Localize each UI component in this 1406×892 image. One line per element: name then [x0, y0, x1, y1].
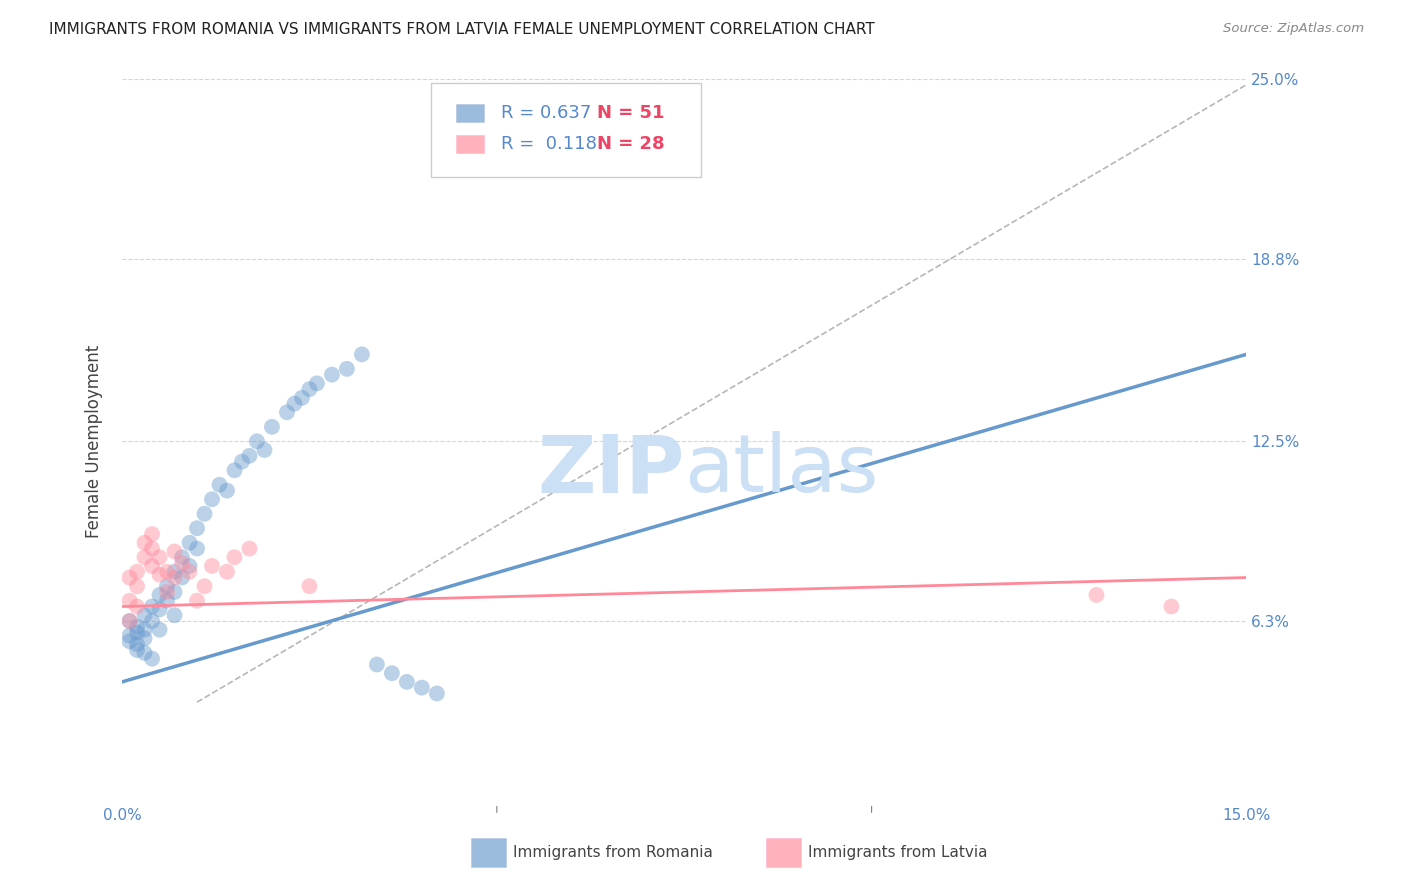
Point — [125, 579, 148, 593]
Point — [134, 623, 156, 637]
Point — [125, 643, 148, 657]
Point — [163, 585, 186, 599]
Point — [170, 556, 193, 570]
Point — [381, 666, 404, 681]
Point — [141, 541, 163, 556]
Point — [193, 579, 215, 593]
Point — [321, 368, 343, 382]
Point — [141, 527, 163, 541]
Point — [186, 541, 208, 556]
Text: N = 51: N = 51 — [596, 104, 664, 122]
Point — [246, 434, 269, 449]
Point — [260, 419, 283, 434]
Point — [291, 391, 314, 405]
Point — [125, 625, 148, 640]
Point — [156, 579, 179, 593]
Text: Immigrants from Romania: Immigrants from Romania — [513, 846, 713, 860]
FancyBboxPatch shape — [432, 83, 702, 177]
Text: atlas: atlas — [685, 432, 879, 509]
Point — [125, 565, 148, 579]
Point — [163, 608, 186, 623]
Point — [215, 483, 238, 498]
Point — [336, 361, 359, 376]
Point — [283, 396, 305, 410]
Point — [201, 558, 224, 573]
Point — [134, 535, 156, 549]
Text: Source: ZipAtlas.com: Source: ZipAtlas.com — [1223, 22, 1364, 36]
Point — [163, 565, 186, 579]
Point — [186, 521, 208, 535]
Point — [118, 614, 141, 628]
Point — [350, 347, 373, 361]
Point — [141, 614, 163, 628]
Point — [125, 620, 148, 634]
Point — [163, 544, 186, 558]
Point — [215, 565, 238, 579]
Point — [118, 614, 141, 628]
Text: IMMIGRANTS FROM ROMANIA VS IMMIGRANTS FROM LATVIA FEMALE UNEMPLOYMENT CORRELATIO: IMMIGRANTS FROM ROMANIA VS IMMIGRANTS FR… — [49, 22, 875, 37]
Point — [231, 454, 253, 468]
Point — [134, 646, 156, 660]
Point — [134, 550, 156, 565]
FancyBboxPatch shape — [456, 136, 484, 153]
Point — [141, 558, 163, 573]
Point — [224, 550, 246, 565]
Point — [125, 599, 148, 614]
Point — [118, 628, 141, 642]
Point — [1085, 588, 1108, 602]
Point — [201, 492, 224, 507]
Point — [156, 593, 179, 607]
Point — [170, 570, 193, 584]
Point — [208, 477, 231, 491]
Point — [148, 588, 170, 602]
Point — [179, 558, 201, 573]
Point — [156, 565, 179, 579]
Point — [1160, 599, 1182, 614]
Point — [186, 593, 208, 607]
Point — [141, 651, 163, 665]
Y-axis label: Female Unemployment: Female Unemployment — [86, 344, 103, 538]
Text: R = 0.637: R = 0.637 — [501, 104, 592, 122]
Text: Immigrants from Latvia: Immigrants from Latvia — [808, 846, 988, 860]
Point — [170, 550, 193, 565]
Point — [179, 565, 201, 579]
Point — [125, 637, 148, 651]
Point — [156, 585, 179, 599]
Point — [238, 541, 260, 556]
Point — [224, 463, 246, 477]
Point — [148, 550, 170, 565]
Point — [238, 449, 260, 463]
Point — [118, 593, 141, 607]
Point — [118, 634, 141, 648]
Point — [163, 570, 186, 584]
Point — [148, 567, 170, 582]
Point — [141, 599, 163, 614]
Point — [118, 570, 141, 584]
Point — [305, 376, 328, 391]
Point — [253, 442, 276, 457]
Point — [298, 579, 321, 593]
Point — [411, 681, 433, 695]
Point — [148, 602, 170, 616]
Text: R =  0.118: R = 0.118 — [501, 136, 596, 153]
Point — [298, 382, 321, 396]
Point — [426, 686, 449, 700]
Text: ZIP: ZIP — [537, 432, 685, 509]
Point — [193, 507, 215, 521]
Point — [276, 405, 298, 419]
Point — [148, 623, 170, 637]
Point — [179, 535, 201, 549]
Point — [134, 608, 156, 623]
Point — [366, 657, 388, 672]
FancyBboxPatch shape — [456, 104, 484, 122]
Point — [395, 674, 418, 689]
Text: N = 28: N = 28 — [596, 136, 664, 153]
Point — [134, 632, 156, 646]
